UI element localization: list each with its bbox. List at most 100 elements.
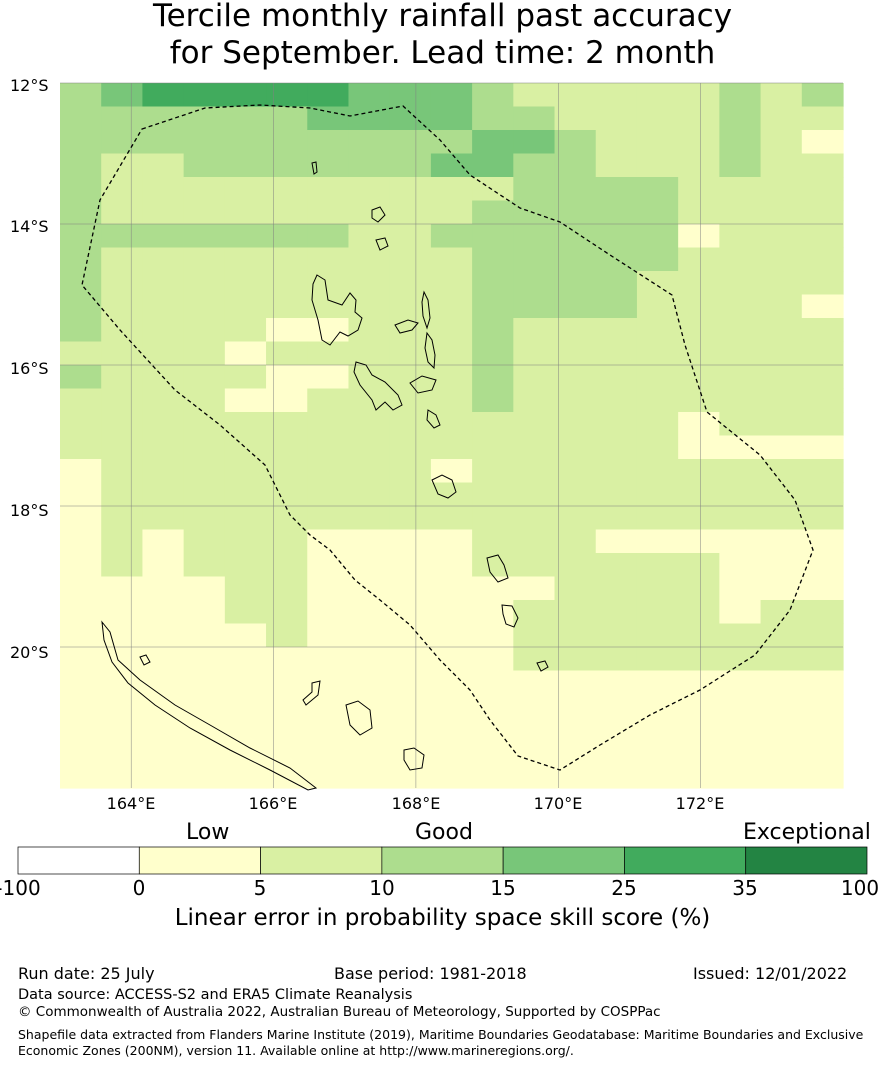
skill-cell <box>430 224 473 249</box>
skill-cell <box>142 764 185 789</box>
skill-cell <box>554 106 597 131</box>
skill-cell <box>595 153 638 178</box>
skill-cell <box>719 553 762 578</box>
skill-cell <box>183 506 226 531</box>
skill-cell <box>183 365 226 390</box>
skill-map <box>60 82 844 791</box>
skill-cell <box>760 365 803 390</box>
skill-cell <box>430 318 473 343</box>
colorbar-segment <box>624 846 747 875</box>
skill-cell <box>636 694 679 719</box>
run-date: Run date: 25 July <box>18 964 155 983</box>
skill-cell <box>595 412 638 437</box>
skill-cell <box>60 506 102 531</box>
skill-cell <box>719 764 762 789</box>
skill-cell <box>307 482 350 507</box>
skill-cell <box>266 294 308 319</box>
skill-cell <box>430 506 473 531</box>
skill-cell <box>719 271 762 296</box>
skill-cell <box>472 130 514 155</box>
graticule-lines <box>60 82 843 788</box>
skill-cell <box>636 247 679 272</box>
skill-cell <box>472 482 514 507</box>
skill-cell <box>678 341 720 366</box>
skill-cell <box>389 271 432 296</box>
lon-label-164e: 164°E <box>106 794 156 813</box>
skill-cell <box>760 764 803 789</box>
skill-cell <box>678 717 720 742</box>
skill-cell <box>801 600 844 625</box>
skill-cell <box>554 412 597 437</box>
skill-cell <box>348 341 391 366</box>
skill-cell <box>513 271 556 296</box>
skill-cell <box>307 388 350 413</box>
skill-cell <box>595 741 638 766</box>
skill-cell <box>801 694 844 719</box>
skill-cell <box>389 694 432 719</box>
skill-cell <box>595 576 638 601</box>
lat-label-16s: 16°S <box>10 359 49 378</box>
skill-cell <box>760 717 803 742</box>
skill-cell <box>719 529 762 554</box>
skill-cell <box>307 341 350 366</box>
skill-cell <box>348 647 391 672</box>
skill-cell <box>224 83 267 108</box>
skill-cell <box>636 623 679 648</box>
skill-cell <box>472 694 514 719</box>
skill-cell <box>60 271 102 296</box>
skill-cell <box>760 623 803 648</box>
skill-cell <box>595 459 638 484</box>
skill-cell <box>595 106 638 131</box>
skill-cell <box>719 459 762 484</box>
skill-cell <box>389 435 432 460</box>
skill-cell <box>183 271 226 296</box>
category-low: Low <box>186 820 230 845</box>
skill-cell <box>224 435 267 460</box>
skill-cell <box>183 670 226 695</box>
skill-cell <box>636 294 679 319</box>
skill-cell <box>430 553 473 578</box>
skill-cell <box>348 482 391 507</box>
skill-cell <box>183 247 226 272</box>
colorbar-segment <box>17 846 140 875</box>
skill-cell <box>183 388 226 413</box>
skill-cell <box>266 412 308 437</box>
skill-cell <box>801 224 844 249</box>
skill-cell <box>430 717 473 742</box>
eez-boundary <box>81 104 814 771</box>
skill-cell <box>801 177 844 202</box>
skill-cell <box>513 247 556 272</box>
skill-cell <box>430 600 473 625</box>
lat-label-12s: 12°S <box>10 76 49 95</box>
skill-cell <box>389 506 432 531</box>
skill-cell <box>513 130 556 155</box>
skill-cell <box>348 506 391 531</box>
colorbar-tick-label: 10 <box>369 876 395 900</box>
skill-cell <box>719 200 762 225</box>
skill-cell <box>801 106 844 131</box>
skill-cell <box>348 388 391 413</box>
skill-cell <box>472 717 514 742</box>
skill-cell <box>183 153 226 178</box>
skill-cell <box>513 435 556 460</box>
skill-cell <box>266 506 308 531</box>
skill-cell <box>183 623 226 648</box>
skill-cell <box>307 741 350 766</box>
skill-cell <box>513 482 556 507</box>
skill-cell <box>101 764 144 789</box>
skill-cell <box>595 717 638 742</box>
skill-cell <box>60 365 102 390</box>
skill-cell <box>60 294 102 319</box>
skill-cell <box>554 506 597 531</box>
skill-cell <box>142 153 185 178</box>
skill-cell <box>678 318 720 343</box>
skill-cell <box>224 177 267 202</box>
skill-cell <box>678 271 720 296</box>
skill-cell <box>224 529 267 554</box>
skill-cell <box>636 365 679 390</box>
skill-cell <box>719 694 762 719</box>
lifou-outline <box>345 700 373 736</box>
skill-cell <box>678 130 720 155</box>
skill-cell <box>101 529 144 554</box>
skill-cell <box>801 764 844 789</box>
